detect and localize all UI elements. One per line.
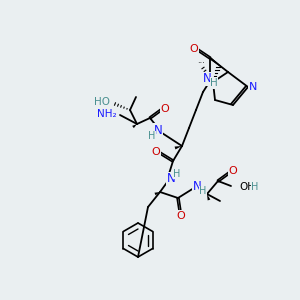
Text: O: O [177, 211, 185, 221]
Text: O: O [152, 147, 160, 157]
Text: HO: HO [94, 97, 110, 107]
Polygon shape [209, 57, 228, 72]
Text: N: N [154, 124, 162, 136]
Text: H: H [251, 182, 258, 192]
Text: N: N [249, 82, 257, 92]
Polygon shape [154, 192, 160, 195]
Text: O: O [160, 104, 169, 114]
Text: ···: ··· [197, 59, 205, 68]
Text: N: N [167, 172, 176, 185]
Text: NH₂: NH₂ [98, 109, 117, 119]
Text: H: H [173, 169, 181, 179]
Polygon shape [132, 124, 137, 128]
Text: H: H [210, 78, 218, 88]
Text: OH: OH [239, 182, 255, 192]
Polygon shape [207, 194, 210, 200]
Polygon shape [175, 146, 182, 149]
Text: H: H [148, 131, 156, 141]
Text: N: N [202, 73, 211, 85]
Text: O: O [229, 166, 237, 176]
Text: H: H [199, 186, 207, 196]
Text: O: O [190, 44, 198, 54]
Text: N: N [193, 179, 201, 193]
